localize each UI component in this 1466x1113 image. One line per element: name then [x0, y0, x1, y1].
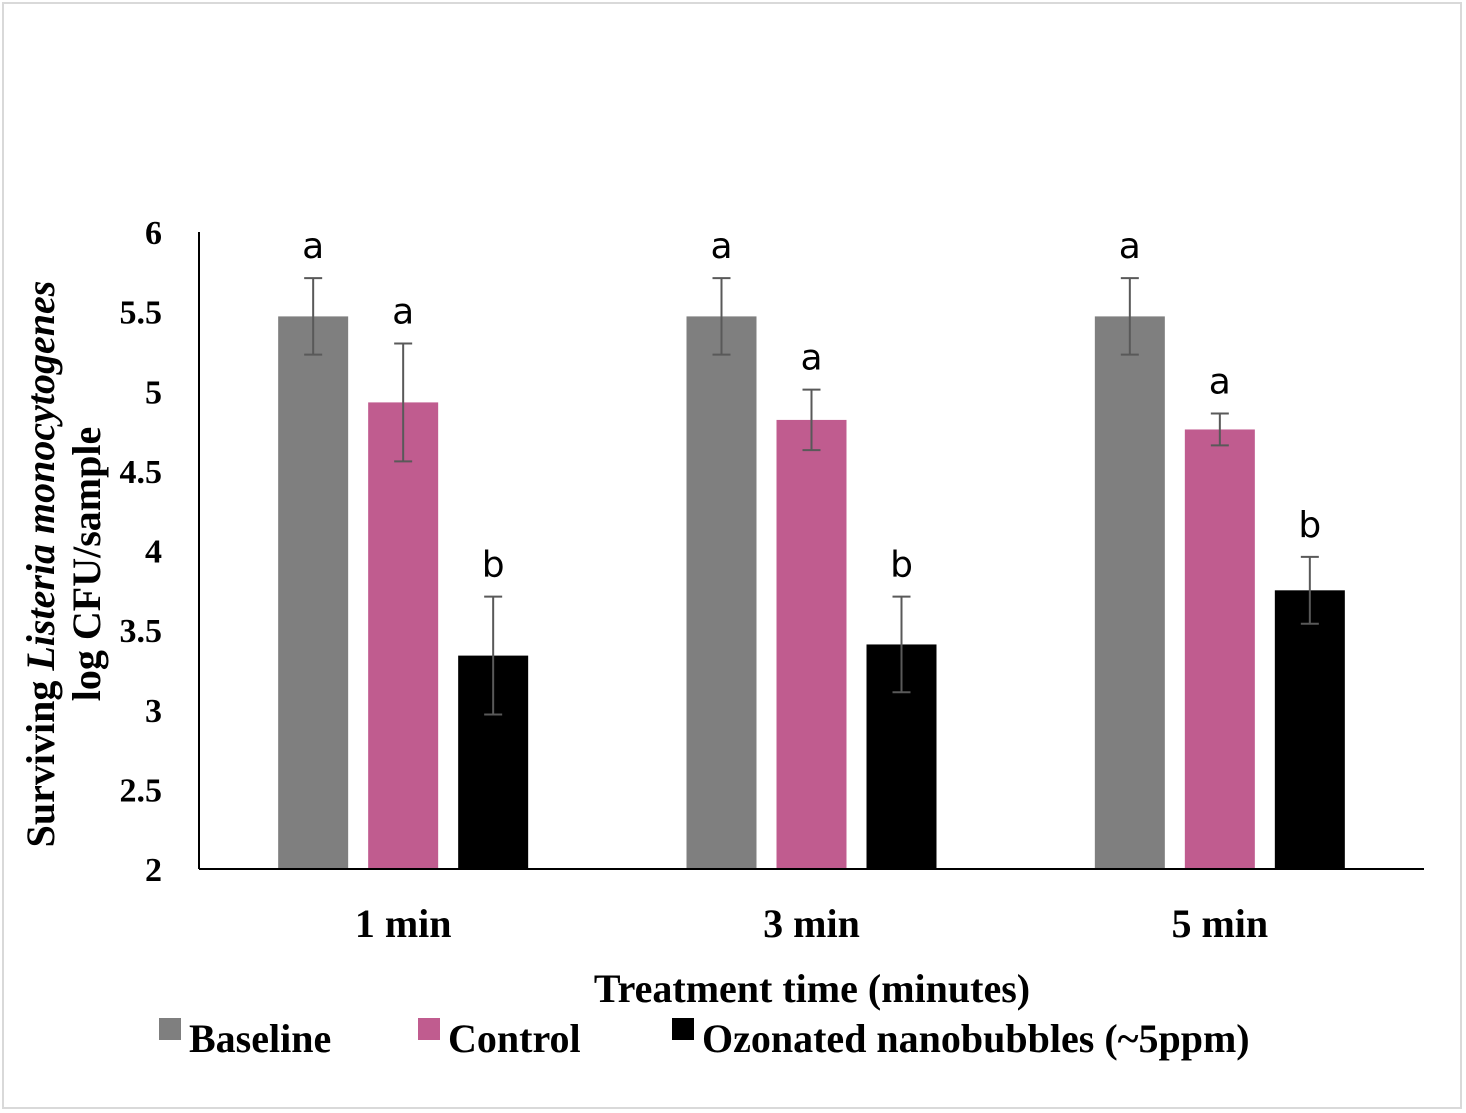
bar-chart: a a b a a b a a b 2 2.5 3 3.5 4 4.5 5 5.5 6 1 min 3 min 5 … — [18, 215, 1424, 1061]
error-bar — [802, 388, 821, 452]
legend-label: Baseline — [189, 1016, 331, 1061]
significance-letter: a — [1209, 362, 1231, 403]
error-bar — [1210, 412, 1229, 447]
bars-layer: a a b a a b a a b — [278, 226, 1345, 870]
legend-swatch — [159, 1018, 181, 1040]
error-bar — [304, 277, 323, 356]
y-tick-label: 3.5 — [120, 613, 163, 650]
y-tick-label: 5 — [145, 374, 162, 411]
y-tick-label: 6 — [145, 215, 162, 252]
bar-baseline-2 — [1094, 316, 1165, 870]
error-bar — [712, 277, 731, 356]
x-categories-layer: 1 min 3 min 5 min — [355, 901, 1268, 946]
legend-item: Baseline — [159, 1016, 331, 1061]
y-tick-label: 2.5 — [120, 772, 163, 809]
error-bar — [892, 595, 911, 694]
y-axis-title-prefix: Surviving — [18, 671, 63, 848]
legend: Baseline Control Ozonated nanobubbles (~5p… — [159, 1016, 1250, 1061]
y-tick-label: 4.5 — [120, 454, 163, 491]
legend-item: Control — [418, 1016, 581, 1061]
significance-letter: a — [1119, 226, 1141, 267]
y-tick-label: 3 — [145, 693, 162, 730]
axes-layer — [198, 232, 1424, 870]
legend-item: Ozonated nanobubbles (~5ppm) — [672, 1016, 1250, 1061]
significance-letter: a — [302, 226, 324, 267]
error-bar — [484, 595, 503, 716]
bar-control-2 — [1184, 429, 1255, 869]
bar-control-1 — [776, 419, 847, 869]
y-axis-title: Surviving Listeria monocytogenes log CFU… — [18, 281, 109, 848]
x-category-label: 3 min — [763, 901, 860, 946]
significance-letter: a — [710, 226, 732, 267]
legend-swatch — [672, 1018, 694, 1040]
bar-baseline-0 — [278, 316, 349, 870]
x-category-label: 1 min — [355, 901, 452, 946]
legend-swatch — [418, 1018, 440, 1040]
y-axis-title-line2: log CFU/sample — [64, 427, 109, 701]
significance-letter: b — [890, 545, 913, 586]
y-tick-label: 5.5 — [120, 295, 163, 332]
significance-letter: a — [392, 291, 414, 332]
significance-letter: b — [482, 545, 505, 586]
y-tick-label: 2 — [145, 852, 162, 889]
y-axis-title-species: Listeria monocytogenes — [18, 281, 63, 672]
error-bar — [1120, 277, 1139, 356]
y-ticks-layer: 2 2.5 3 3.5 4 4.5 5 5.5 6 — [120, 215, 163, 889]
bar-ozonated-nanobubbles-5ppm-2 — [1274, 590, 1345, 869]
significance-letter: a — [800, 338, 822, 379]
y-axis-title-line1: Surviving Listeria monocytogenes — [18, 281, 63, 848]
x-axis-title: Treatment time (minutes) — [594, 966, 1030, 1011]
significance-letter: b — [1298, 505, 1321, 546]
y-tick-label: 4 — [145, 534, 162, 571]
error-bar — [1300, 555, 1319, 625]
legend-label: Control — [448, 1016, 581, 1061]
bar-control-0 — [368, 402, 439, 869]
error-bar — [394, 342, 413, 463]
legend-label: Ozonated nanobubbles (~5ppm) — [702, 1016, 1250, 1061]
x-category-label: 5 min — [1171, 901, 1268, 946]
bar-baseline-1 — [686, 316, 757, 870]
